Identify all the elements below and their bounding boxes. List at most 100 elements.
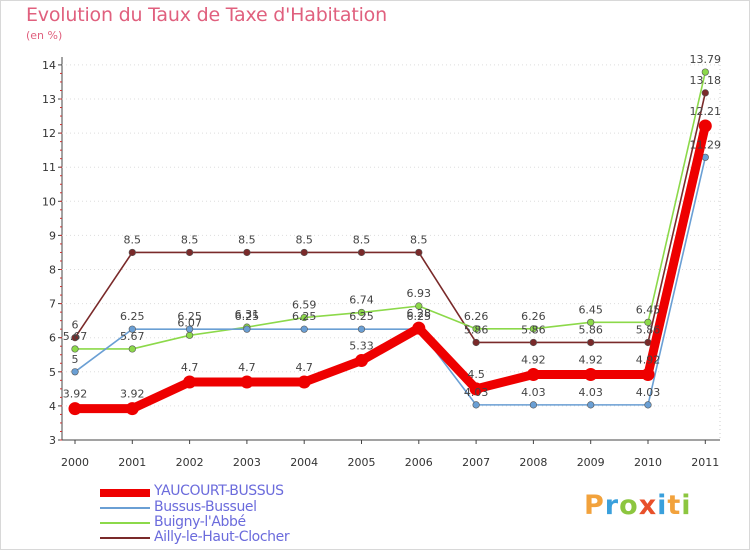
data-label: 6.25 [349,310,374,323]
data-point [529,325,538,333]
data-point [472,338,480,347]
data-point [587,338,595,347]
data-point [125,402,139,416]
data-label: 6.07 [177,316,202,329]
chart-title: Evolution du Taux de Taxe d'Habitation [26,4,387,26]
data-label: 6.25 [407,310,432,323]
data-label: 5.86 [636,323,661,336]
x-tick-label: 2001 [118,456,146,469]
data-point [71,345,79,353]
data-point [357,325,366,333]
logo-letter: o [619,490,639,521]
data-point [128,248,136,257]
data-label: 4.7 [295,361,313,374]
logo-letter: r [604,490,620,521]
data-label: 11.29 [690,138,722,151]
data-point [243,248,251,257]
data-point [357,308,366,317]
x-tick-label: 2003 [233,456,261,469]
data-label: 13.79 [690,53,722,66]
data-point [472,325,480,333]
legend-swatch-buigny-l-abbe [100,522,150,524]
data-point [412,321,426,335]
data-label: 4.7 [238,361,256,374]
data-label: 8.5 [181,233,199,246]
data-label: 8.5 [410,233,428,246]
data-label: 6.25 [292,310,317,323]
y-tick-label: 5 [49,366,56,379]
data-point [300,325,308,333]
y-tick-label: 13 [42,93,56,106]
x-tick-label: 2008 [519,456,547,469]
data-label: 6.25 [177,310,202,323]
data-label: 12.21 [690,105,722,118]
legend-label-buigny-l-abbe: Buigny-l'Abbé [154,514,246,530]
data-point [243,325,251,333]
data-label: 4.7 [181,361,199,374]
data-point [71,334,79,342]
logo-letter: i [657,490,668,521]
data-label: 13.18 [690,74,722,87]
data-point [584,368,598,382]
x-tick-label: 2006 [405,456,433,469]
legend-swatch-bussus-bussuel [100,507,150,509]
data-point [644,401,652,409]
data-label: 8.5 [124,233,142,246]
data-point [240,375,254,389]
data-point [529,338,538,347]
y-tick-label: 12 [42,127,56,140]
data-label: 3.92 [63,388,88,401]
data-label: 4.03 [521,386,546,399]
chart-subtitle: (en %) [26,29,63,42]
data-label: 6.74 [349,293,374,306]
data-label: 4.03 [636,386,661,399]
logo-letter: x [638,490,658,521]
data-point [128,325,136,333]
data-label: 6.59 [292,299,317,312]
data-point [300,313,308,322]
data-point [128,345,136,353]
series-line-1 [74,156,707,406]
data-label: 6.31 [235,308,260,321]
data-point [644,318,652,326]
legend-swatch-yaucourt-bussus [100,489,150,497]
legend-label-yaucourt-bussus: YAUCOURT-BUSSUS [154,483,284,499]
data-label: 4.92 [636,354,661,367]
data-label: 5 [72,353,79,366]
data-point [300,248,308,257]
x-tick-label: 2007 [462,456,490,469]
y-tick-label: 11 [42,161,56,174]
data-label: 6.25 [120,310,145,323]
data-label: 5.67 [63,330,88,343]
data-label: 3.92 [120,388,145,401]
data-label: 5.33 [349,340,374,353]
proxiti-logo[interactable]: Proxiti [584,490,692,521]
y-tick-label: 4 [49,400,56,413]
data-label: 6 [72,319,79,332]
data-label: 5.86 [521,323,546,336]
y-tick-label: 6 [49,332,56,345]
data-point [587,318,595,326]
data-point [472,401,480,409]
data-label: 4.92 [578,354,603,367]
data-point [297,375,311,389]
y-tick-label: 3 [49,434,56,447]
x-tick-label: 2000 [61,456,89,469]
legend-label-ailly-le-haut-clocher: Ailly-le-Haut-Clocher [154,529,290,545]
x-tick-label: 2005 [348,456,376,469]
data-label: 6.26 [521,310,546,323]
data-label: 4.03 [464,386,489,399]
data-point [186,325,194,333]
y-tick-label: 7 [49,298,56,311]
data-label: 8.5 [238,233,256,246]
data-point [469,382,483,396]
data-label: 6.45 [636,303,661,316]
data-label: 4.92 [521,354,546,367]
x-tick-label: 2004 [290,456,318,469]
data-label: 6.93 [407,287,432,300]
y-tick-label: 14 [42,59,56,72]
data-label: 5.86 [578,323,603,336]
x-tick-label: 2009 [577,456,605,469]
data-point [587,401,595,409]
legend-label-bussus-bussuel: Bussus-Bussuel [154,499,257,515]
